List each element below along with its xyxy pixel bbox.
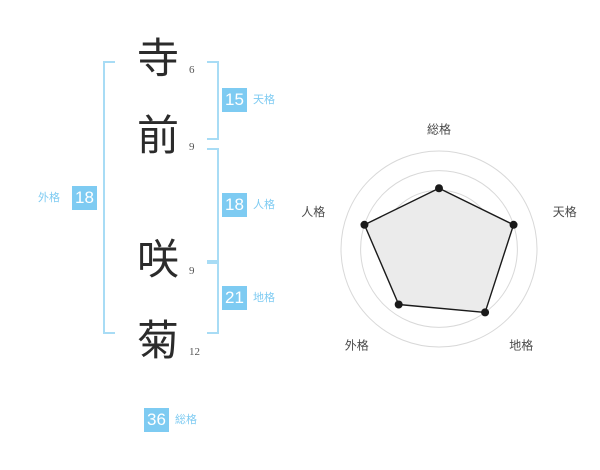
- radar-axis-label: 人格: [301, 204, 325, 219]
- radar-ring: [360, 170, 518, 328]
- radar-data-point[interactable]: [360, 220, 369, 229]
- stroke-count-4: 12: [189, 346, 200, 358]
- score-badge-jinkaku: 18: [222, 193, 247, 217]
- bracket-jinkaku: [207, 148, 219, 262]
- bracket-tenkaku: [207, 61, 219, 140]
- radar-axis-label: 総格: [427, 121, 451, 136]
- score-label-tenkaku: 天格: [253, 93, 275, 106]
- radar-area-outline: [363, 187, 515, 314]
- radar-series: [363, 187, 515, 314]
- stroke-count-1: 6: [189, 64, 195, 76]
- score-label-jinkaku: 人格: [253, 198, 275, 211]
- radar-data-point[interactable]: [394, 300, 403, 309]
- radar-axis-label: 外格: [345, 338, 369, 353]
- radar-ring: [340, 150, 538, 348]
- kanji-char-1: 寺: [136, 34, 179, 83]
- kanji-char-2: 前: [136, 111, 179, 160]
- stroke-count-3: 9: [189, 265, 195, 277]
- score-label-chikaku: 地格: [253, 291, 275, 304]
- kanji-char-4: 菊: [136, 316, 179, 365]
- radar-data-point[interactable]: [435, 184, 443, 193]
- stroke-count-2: 9: [189, 141, 195, 153]
- bracket-gaikaku: [103, 61, 115, 334]
- kanji-char-3: 咲: [136, 235, 179, 284]
- radar-data-point[interactable]: [481, 308, 490, 317]
- score-label-gaikaku: 外格: [38, 191, 60, 204]
- score-badge-tenkaku: 15: [222, 88, 247, 112]
- score-badge-chikaku: 21: [222, 286, 247, 310]
- score-badge-soukaku: 36: [144, 408, 169, 432]
- radar-chart: 総格天格地格 外格 人格: [300, 110, 590, 380]
- radar-data-point[interactable]: [509, 220, 518, 229]
- radar-axis-label: 天格: [553, 204, 577, 219]
- radar-points: [360, 184, 518, 317]
- score-label-soukaku: 総格: [175, 413, 197, 426]
- bracket-chikaku: [207, 262, 219, 334]
- score-badge-gaikaku: 18: [72, 186, 97, 210]
- radar-area-fill: [364, 188, 514, 313]
- radar-axis-label: 地格: [509, 338, 533, 353]
